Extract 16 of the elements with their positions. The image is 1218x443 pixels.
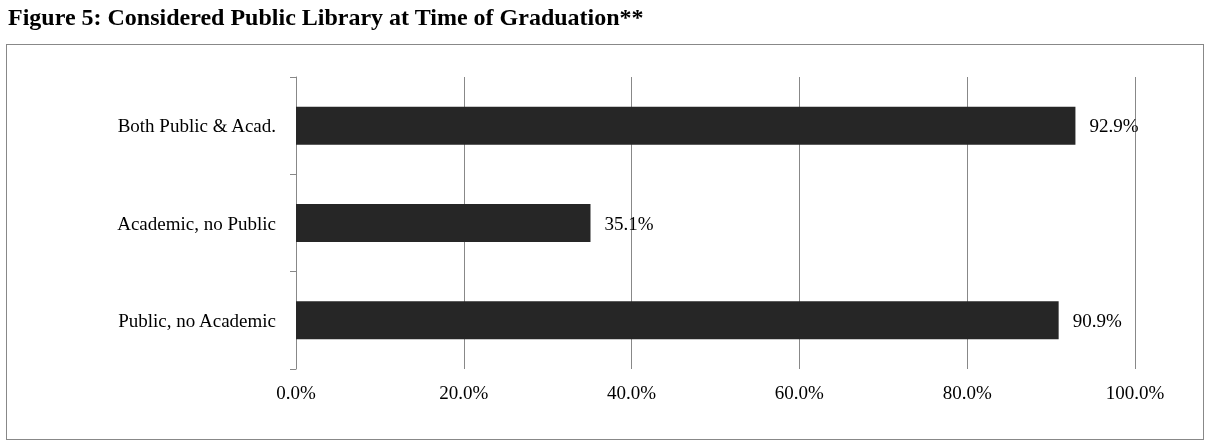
x-tick-label: 40.0%: [607, 382, 657, 403]
data-label: 92.9%: [1089, 115, 1139, 137]
x-tick-label: 80.0%: [942, 382, 992, 403]
y-tick-label: Public, no Academic: [118, 309, 276, 331]
data-label: 35.1%: [604, 212, 654, 234]
x-tick-label: 0.0%: [276, 382, 316, 403]
chart-title: Figure 5: Considered Public Library at Time of Graduation**: [8, 4, 644, 31]
x-tick-label: 100.0%: [1105, 382, 1165, 403]
data-label: 90.9%: [1072, 309, 1122, 331]
bar: [296, 204, 591, 242]
bar: [296, 106, 1076, 145]
y-tick-label: Academic, no Public: [117, 212, 276, 234]
x-tick-label: 60.0%: [774, 382, 825, 403]
x-tick-label: 20.0%: [439, 382, 489, 403]
bar: [296, 301, 1059, 340]
y-tick-label: Both Public & Acad.: [117, 115, 276, 137]
